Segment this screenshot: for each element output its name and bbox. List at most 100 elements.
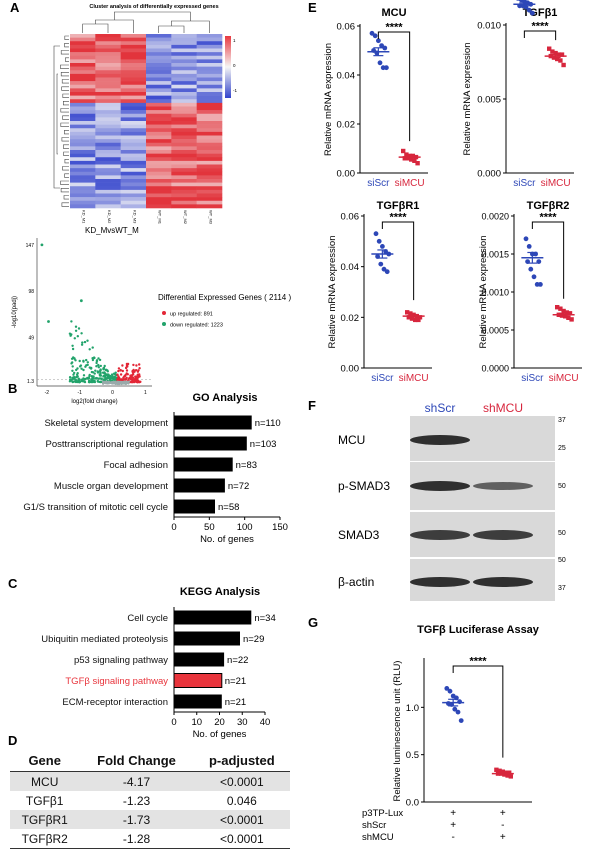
panel-a: Cluster analysis of differentially expre…: [12, 4, 291, 405]
heatmap-cell: [171, 197, 197, 202]
heatmap-cell: [120, 124, 147, 129]
downregulated-point: [95, 361, 98, 365]
heatmap-cell: [120, 157, 147, 162]
y-tick-label: 0.02: [341, 313, 360, 324]
heatmap-cell: [120, 179, 147, 183]
panel-letter-d: D: [8, 733, 17, 748]
heatmap-cell: [95, 150, 121, 154]
x-tick-label: 150: [272, 522, 288, 533]
dendrogram-branch: [60, 180, 69, 185]
heatmap-cell: [70, 92, 96, 96]
upregulated-point: [123, 378, 127, 381]
downregulated-point: [110, 373, 114, 376]
heatmap-cell: [146, 135, 172, 140]
size-marker: 37: [558, 585, 566, 592]
panel-letter-a: A: [10, 0, 20, 15]
heatmap-cell: [171, 99, 197, 104]
data-point: [380, 244, 385, 249]
value-label: n=22: [227, 655, 248, 666]
heatmap-cell: [95, 157, 121, 162]
heatmap-cell: [146, 124, 172, 129]
upregulated-point: [121, 369, 125, 373]
downregulated-point: [91, 380, 95, 384]
downregulated-point: [85, 358, 88, 362]
upregulated-point: [138, 374, 141, 377]
heatmap-cell: [95, 139, 121, 144]
data-point: [372, 33, 378, 39]
p-adjusted-cell: 0.046: [226, 793, 257, 808]
bar: [174, 652, 225, 667]
dendrogram-branch: [114, 11, 191, 21]
heatmap-cell: [120, 52, 147, 57]
y-tick-label: 0.06: [341, 212, 360, 223]
protein-band: [410, 435, 470, 445]
y-tick-label: 0.010: [477, 21, 501, 32]
downregulated-point: [95, 365, 98, 368]
dendrogram-branch: [62, 115, 69, 120]
data-point: [559, 52, 565, 57]
significance-label: ****: [469, 656, 487, 668]
heatmap-cell: [171, 84, 197, 89]
data-point: [531, 274, 537, 280]
upregulated-point: [136, 380, 139, 384]
y-tick-label: 0.0015: [481, 250, 509, 260]
heatmap-cell: [171, 146, 197, 151]
legend-down-dot: [162, 322, 166, 326]
data-point: [528, 266, 534, 272]
y-tick-label: 0.04: [341, 262, 360, 273]
downregulated-point: [80, 367, 83, 370]
heatmap-cell: [70, 200, 96, 205]
heatmap-cell: [196, 66, 223, 71]
p-adjusted-cell: <0.0001: [193, 771, 290, 791]
heatmap-cell: [196, 52, 223, 57]
data-point: [376, 38, 381, 44]
heatmap-cell: [171, 186, 197, 191]
downregulated-point: [99, 374, 103, 377]
heatmap-cell: [120, 113, 147, 118]
downregulated-point: [90, 378, 93, 381]
panel-letter-e: E: [308, 0, 317, 15]
y-tick-label: 0.000: [477, 169, 501, 180]
dendrogram-branch: [56, 73, 58, 155]
heatmap-cell: [120, 44, 147, 49]
upregulated-point: [138, 363, 141, 366]
downregulated-point: [103, 372, 107, 375]
heatmap-cell: [120, 189, 147, 194]
tgfbr2-expression-plot: TGFβR2 0.0000 0.0005 0.0010 0.0015 0.0020 Rela…: [478, 200, 582, 384]
heatmap-cell: [70, 179, 96, 183]
heatmap-cell: [95, 73, 121, 78]
heatmap-cell: [120, 110, 147, 115]
heatmap-cell: [95, 146, 121, 151]
data-point: [567, 311, 573, 316]
heatmap-cell: [120, 99, 147, 104]
significance-bracket: [381, 221, 415, 301]
dendrogram-branch: [64, 35, 69, 40]
data-point: [458, 718, 464, 723]
heatmap-cell: [95, 34, 121, 38]
heatmap-cell: [146, 168, 172, 173]
upregulated-point: [117, 369, 120, 373]
heatmap-cell: [146, 179, 172, 183]
data-point: [384, 269, 390, 275]
data-point: [405, 310, 410, 315]
downregulated-point: [102, 367, 105, 370]
heatmap-cell: [196, 55, 223, 60]
y-tick-label: 0.005: [477, 95, 501, 106]
heatmap-cell: [171, 142, 197, 147]
band-label: MCU: [338, 433, 365, 447]
go-analysis-chart: GO Analysis Skeletal system development n=…: [23, 392, 288, 545]
heatmap-cell: [95, 77, 121, 82]
lane-label: shScr: [425, 401, 456, 415]
heatmap-cell: [70, 193, 96, 198]
heatmap-cell: [120, 73, 147, 78]
heatmap-cell: [70, 171, 96, 176]
volcano-plot: 147 98 49 1.3 -2 -1 0 1 log2(fold change) -log10(…: [12, 238, 152, 405]
upregulated-point: [128, 377, 131, 380]
sample-labels: KD_M1 KD_M2 KD_M3 WT_M1 WT_M2 WT_M3: [82, 210, 214, 225]
fold-change-cell: -1.28: [79, 829, 194, 849]
heatmap-cell: [120, 66, 147, 71]
dendrogram-branch: [63, 195, 69, 200]
tgfbr1-expression-plot: TGFβR1 0.00 0.02 0.04 0.06 Relative mRNA expr…: [327, 200, 432, 384]
data-point: [494, 767, 499, 772]
